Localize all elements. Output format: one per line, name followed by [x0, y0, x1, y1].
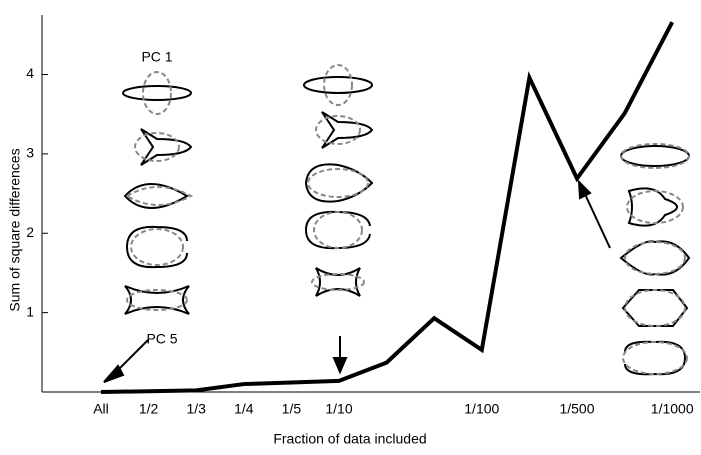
x-tick-label: 1/100	[464, 401, 499, 417]
x-tick-label: 1/2	[139, 401, 159, 417]
y-tick-label: 3	[26, 145, 34, 161]
x-tick-label: 1/3	[186, 401, 206, 417]
shape-icons	[122, 64, 691, 376]
line-series	[100, 21, 674, 394]
y-axis-label: Sum of square differences	[7, 148, 23, 311]
x-tick-label: 1/10	[325, 401, 352, 417]
x-tick-label: 1/4	[234, 401, 254, 417]
annotation: PC 1	[141, 49, 172, 65]
x-axis-label: Fraction of data included	[273, 431, 426, 447]
x-tick-label: 1/1000	[651, 401, 694, 417]
y-tick-label: 2	[26, 224, 34, 240]
x-tick-label: 1/500	[559, 401, 594, 417]
arrows	[103, 179, 611, 383]
x-tick-label: 1/5	[282, 401, 302, 417]
y-tick-label: 1	[26, 303, 34, 319]
y-tick-label: 4	[26, 65, 34, 81]
annotation: PC 5	[146, 331, 177, 347]
x-tick-label: All	[93, 401, 109, 417]
